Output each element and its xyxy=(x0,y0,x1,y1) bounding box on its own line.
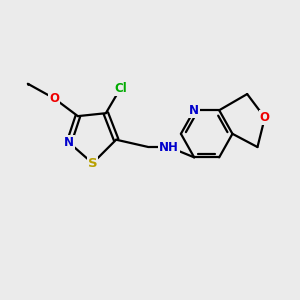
Text: S: S xyxy=(88,157,98,170)
Text: Cl: Cl xyxy=(114,82,127,95)
Text: O: O xyxy=(49,92,59,105)
Text: NH: NH xyxy=(159,141,179,154)
Text: N: N xyxy=(64,136,74,149)
Text: N: N xyxy=(189,104,199,117)
Text: O: O xyxy=(260,111,270,124)
